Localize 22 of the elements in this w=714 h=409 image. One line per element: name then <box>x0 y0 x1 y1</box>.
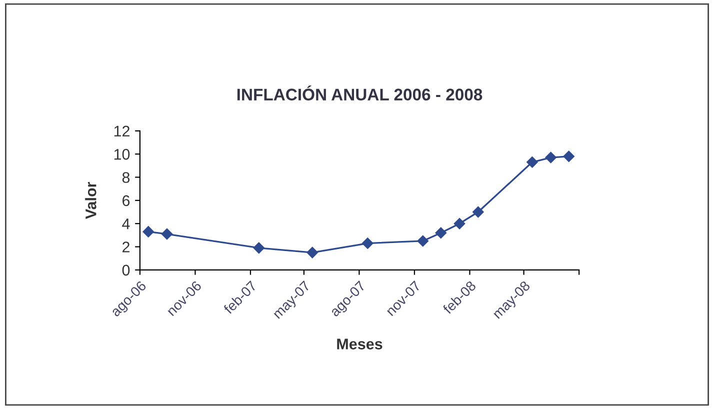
chart-title: INFLACIÓN ANUAL 2006 - 2008 <box>237 86 482 100</box>
point <box>253 242 264 254</box>
y-tick-label: 0 <box>122 264 130 276</box>
point <box>417 235 428 247</box>
point <box>526 156 538 168</box>
y-tick-label: 12 <box>114 126 130 136</box>
y-tick-label: 2 <box>122 242 130 252</box>
point <box>142 226 154 238</box>
point <box>454 218 466 230</box>
y-tick-label: 8 <box>122 172 130 183</box>
point <box>545 152 556 164</box>
y-tick-label: 6 <box>122 195 130 206</box>
y-tick-label: 10 <box>114 148 130 160</box>
point <box>161 228 173 240</box>
y-axis-title: Valor <box>85 182 96 219</box>
point <box>472 206 484 218</box>
point <box>306 246 318 258</box>
y-tick-label: 4 <box>122 218 130 230</box>
point <box>435 227 446 238</box>
x-axis-title: Meses <box>337 338 382 350</box>
point <box>362 238 374 249</box>
point <box>563 150 574 162</box>
